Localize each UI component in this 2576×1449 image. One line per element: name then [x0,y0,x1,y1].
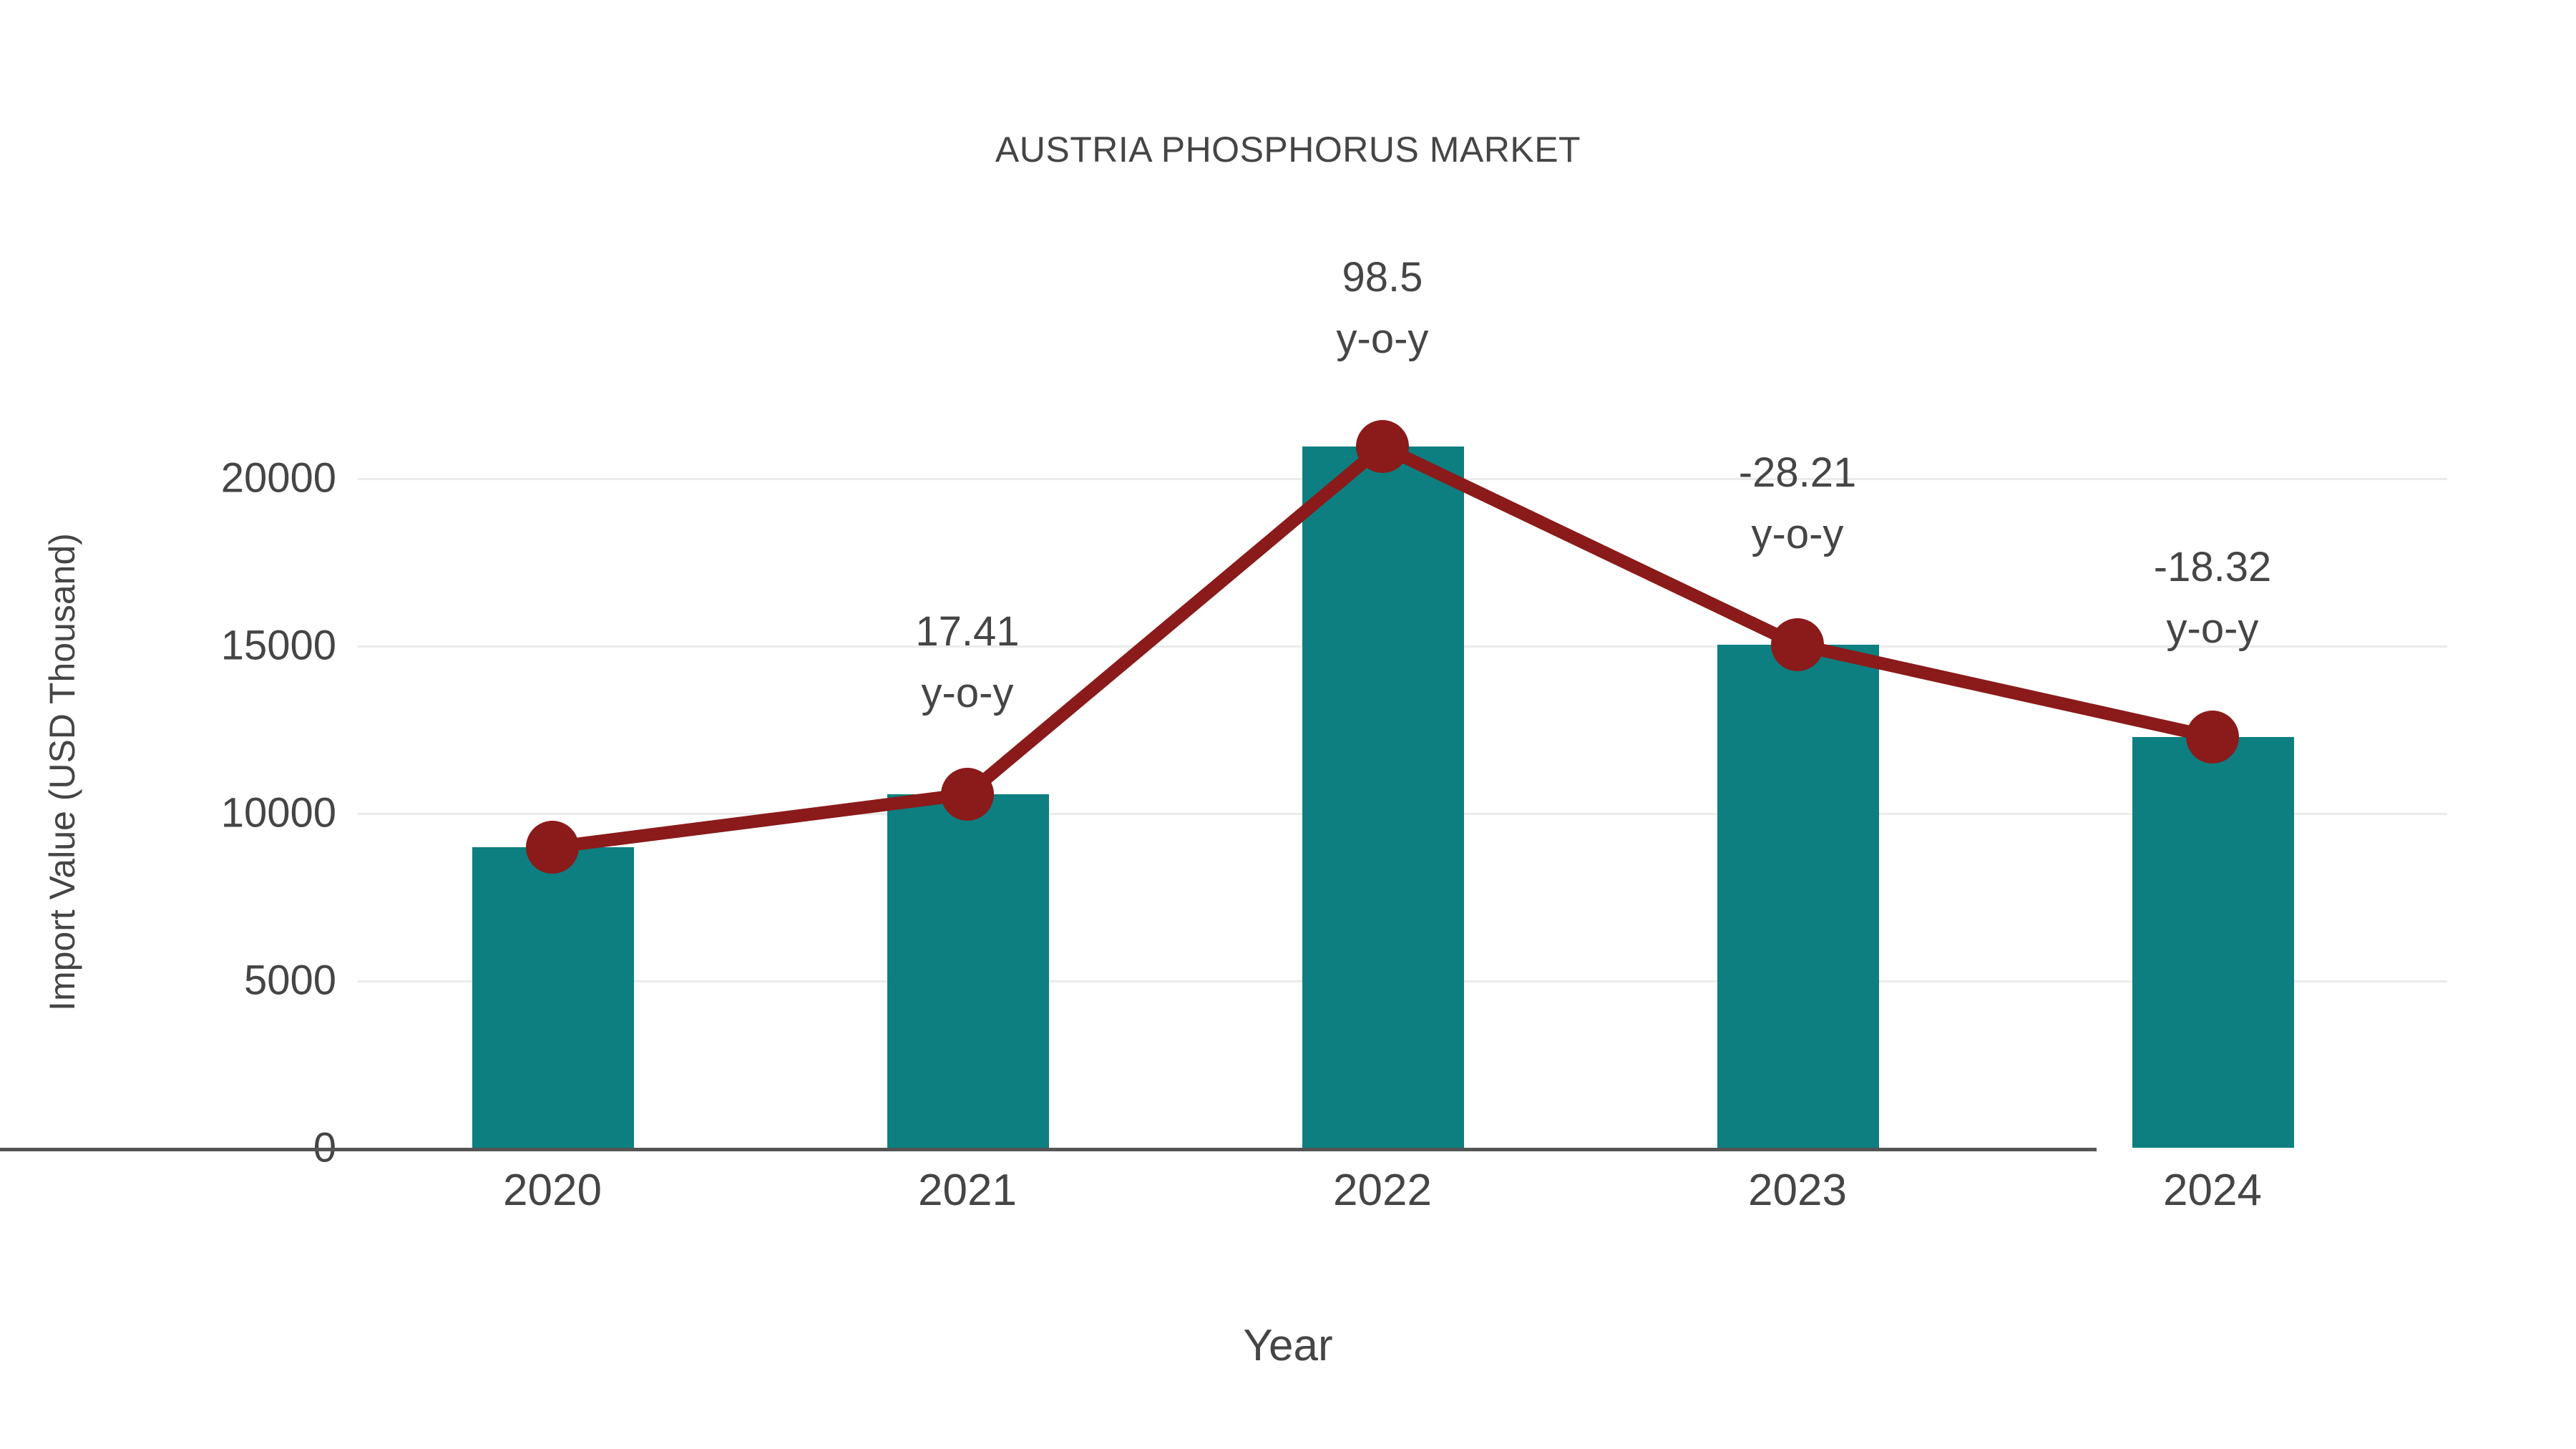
x-axis-title: Year [1243,1321,1333,1370]
bar [2132,737,2294,1148]
x-axis-line [0,1148,2097,1151]
bar [472,847,634,1148]
bar [887,794,1049,1148]
growth-annotation: 98.5 y-o-y [1218,247,1547,370]
growth-annotation-unit: y-o-y [921,669,1014,716]
growth-annotation-value: -18.32 [2153,544,2272,590]
growth-annotation-unit: y-o-y [1336,315,1429,362]
growth-annotation-unit: y-o-y [1751,510,1844,557]
y-axis-title: Import Value (USD Thousand) [42,533,82,1011]
x-axis-tick-label: 2023 [1748,1166,1847,1215]
y-axis-tick-label: 10000 [220,789,336,836]
growth-annotation-value: 98.5 [1342,254,1423,301]
bar [1717,645,1879,1148]
chart-title: AUSTRIA PHOSPHORUS MARKET [995,130,1581,170]
x-axis-tick-label: 2021 [918,1166,1017,1215]
x-axis-tick-label: 2020 [503,1166,602,1215]
growth-annotation: -18.32 y-o-y [2048,537,2377,660]
bar [1302,447,1464,1148]
x-axis-tick-label: 2024 [2163,1166,2262,1215]
y-axis-tick-label: 15000 [220,622,336,669]
growth-annotation-unit: y-o-y [2166,605,2259,652]
y-axis-tick-label: 20000 [220,454,336,502]
growth-annotation: -28.21 y-o-y [1633,442,1962,565]
growth-annotation-value: -28.21 [1738,449,1857,496]
x-axis-tick-label: 2022 [1333,1166,1432,1215]
growth-annotation: 17.41 y-o-y [803,601,1132,724]
y-axis-tick-label: 5000 [243,957,336,1004]
growth-annotation-value: 17.41 [915,608,1020,655]
